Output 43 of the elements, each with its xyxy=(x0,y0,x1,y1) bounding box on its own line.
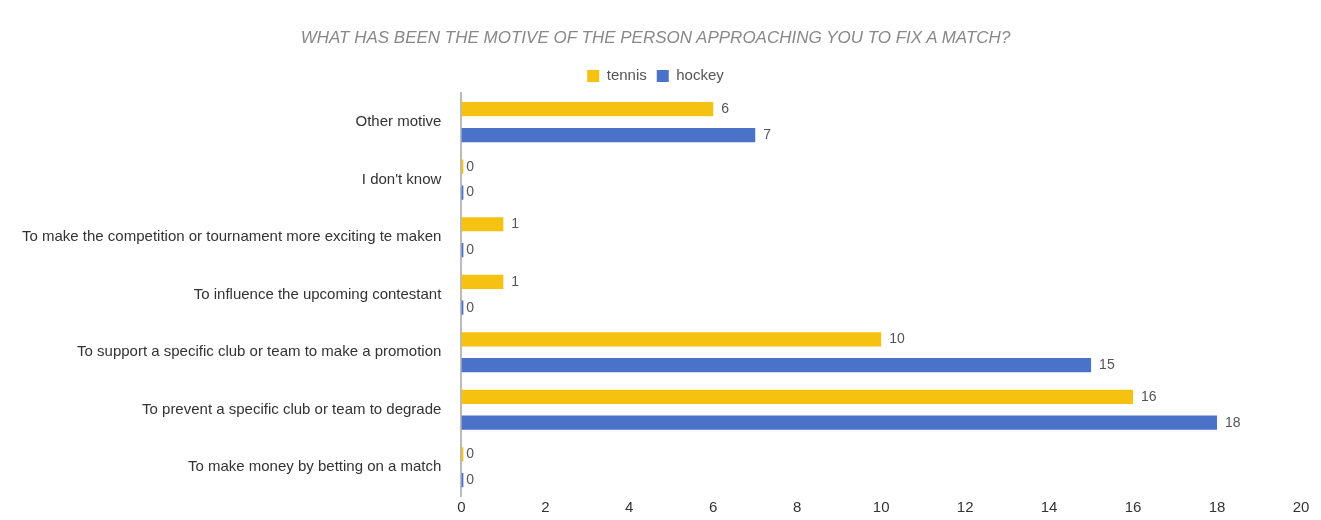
y-tick-label: To prevent a specific club or team to degrade xyxy=(142,399,442,417)
data-label: 0 xyxy=(466,183,475,200)
data-label: 10 xyxy=(889,330,905,347)
bar xyxy=(461,127,756,143)
legend-label: tennis xyxy=(606,66,647,84)
data-label: 6 xyxy=(721,100,730,117)
data-label: 0 xyxy=(466,471,475,488)
data-label: 15 xyxy=(1099,356,1115,373)
bar xyxy=(461,358,1092,373)
x-tick-label: 20 xyxy=(1292,498,1310,516)
x-tick-label: 2 xyxy=(541,498,550,516)
bar xyxy=(461,102,714,117)
data-label: 1 xyxy=(511,215,520,232)
y-tick-label: I don't know xyxy=(361,169,442,187)
y-tick-label: To make the competition or tournament more exciting te maken xyxy=(22,227,442,245)
data-label: 16 xyxy=(1141,387,1157,404)
bar xyxy=(461,332,882,347)
x-tick-label: 0 xyxy=(457,498,466,516)
y-tick-label: Other motive xyxy=(355,112,442,130)
x-tick-label: 16 xyxy=(1124,498,1142,516)
y-tick-label: To support a specific club or team to make a promotion xyxy=(77,342,442,360)
y-tick-label: To influence the upcoming contestant xyxy=(193,284,443,302)
legend-label: hockey xyxy=(676,66,725,84)
x-tick-label: 4 xyxy=(625,498,634,516)
data-label: 0 xyxy=(466,445,475,462)
x-tick-label: 18 xyxy=(1208,498,1226,516)
data-label: 0 xyxy=(466,298,475,315)
data-label: 18 xyxy=(1225,413,1241,430)
data-label: 0 xyxy=(466,157,475,174)
x-tick-label: 12 xyxy=(956,498,974,516)
x-tick-label: 14 xyxy=(1040,498,1058,516)
x-tick-label: 10 xyxy=(872,498,890,516)
chart-title: WHAT HAS BEEN THE MOTIVE OF THE PERSON APPROACHING YOU TO FIX A MATCH? xyxy=(300,27,1011,47)
data-label: 1 xyxy=(511,272,520,289)
bar xyxy=(461,274,504,289)
data-label: 0 xyxy=(466,240,475,257)
x-tick-label: 8 xyxy=(793,498,802,516)
bar xyxy=(461,415,1218,430)
data-label: 7 xyxy=(763,125,772,142)
y-tick-label: To make money by betting on a match xyxy=(187,457,442,475)
bar xyxy=(461,389,1134,404)
x-tick-label: 6 xyxy=(709,498,718,516)
bar xyxy=(461,217,504,232)
